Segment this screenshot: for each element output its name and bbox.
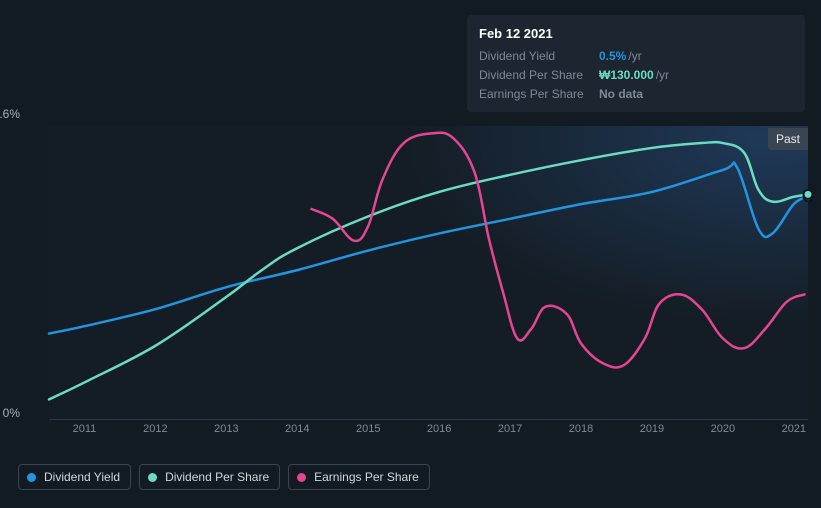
series-line bbox=[49, 142, 808, 399]
xaxis-tick: 2011 bbox=[73, 423, 97, 435]
xaxis-tick: 2018 bbox=[569, 423, 593, 435]
tooltip-row: Dividend Per Share₩130.000/yr bbox=[479, 66, 793, 85]
legend-label: Dividend Per Share bbox=[165, 470, 269, 484]
legend-label: Earnings Per Share bbox=[314, 470, 419, 484]
tooltip-row-value: 0.5%/yr bbox=[599, 48, 642, 65]
tooltip-row-label: Dividend Per Share bbox=[479, 67, 599, 84]
legend: Dividend Yield Dividend Per Share Earnings… bbox=[18, 464, 430, 490]
tooltip-title: Feb 12 2021 bbox=[479, 25, 793, 43]
xaxis-tick: 2021 bbox=[782, 423, 806, 435]
xaxis: 2011 2012 2013 2014 2015 2016 2017 2018 2019 2020… bbox=[49, 423, 808, 443]
past-badge: Past bbox=[768, 128, 808, 150]
legend-dot-icon bbox=[297, 473, 306, 482]
xaxis-tick: 2016 bbox=[427, 423, 451, 435]
tooltip-row: Earnings Per ShareNo data bbox=[479, 85, 793, 104]
legend-item[interactable]: Dividend Per Share bbox=[139, 464, 280, 490]
legend-dot-icon bbox=[27, 473, 36, 482]
legend-label: Dividend Yield bbox=[44, 470, 120, 484]
xaxis-tick: 2020 bbox=[711, 423, 735, 435]
xaxis-tick: 2012 bbox=[143, 423, 167, 435]
legend-item[interactable]: Dividend Yield bbox=[18, 464, 131, 490]
series-end-dot bbox=[804, 190, 813, 199]
xaxis-tick: 2019 bbox=[640, 423, 664, 435]
xaxis-tick: 2017 bbox=[498, 423, 522, 435]
xaxis-tick: 2015 bbox=[356, 423, 380, 435]
chart-tooltip: Feb 12 2021 Dividend Yield0.5%/yrDividen… bbox=[467, 15, 805, 112]
tooltip-row-label: Dividend Yield bbox=[479, 48, 599, 65]
series-line bbox=[312, 133, 805, 368]
plot-region[interactable] bbox=[49, 126, 808, 420]
yaxis-tick-max: 0.6% bbox=[0, 107, 20, 121]
series-line bbox=[49, 162, 808, 333]
tooltip-row-label: Earnings Per Share bbox=[479, 86, 599, 103]
tooltip-row: Dividend Yield0.5%/yr bbox=[479, 47, 793, 66]
xaxis-tick: 2013 bbox=[214, 423, 238, 435]
xaxis-tick: 2014 bbox=[285, 423, 309, 435]
tooltip-row-value: No data bbox=[599, 86, 643, 103]
tooltip-row-value: ₩130.000/yr bbox=[599, 67, 669, 84]
yaxis-tick-min: 0% bbox=[3, 406, 20, 420]
chart-area[interactable]: 0.6% 0% Past 201120122013201420152016201… bbox=[18, 103, 808, 443]
legend-dot-icon bbox=[148, 473, 157, 482]
legend-item[interactable]: Earnings Per Share bbox=[288, 464, 430, 490]
